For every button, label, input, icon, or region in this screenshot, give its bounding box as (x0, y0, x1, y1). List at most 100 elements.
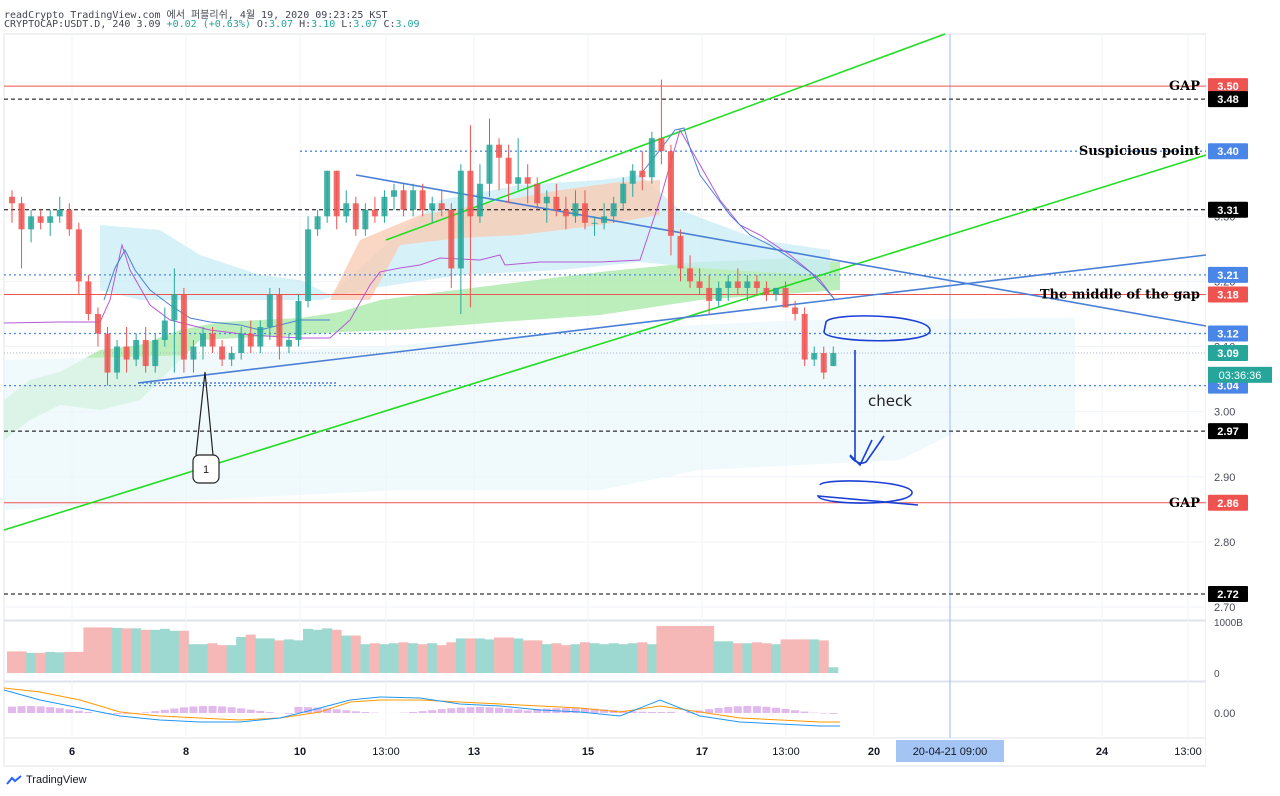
candle (706, 274, 713, 314)
oscillator-bar (55, 708, 64, 713)
candle-body (295, 300, 302, 341)
candle (763, 281, 770, 301)
candle-body (56, 209, 63, 217)
price-label-bg (1208, 585, 1248, 602)
tradingview-logo[interactable]: TradingView (6, 774, 87, 786)
volume-bar (92, 627, 103, 673)
candle (562, 196, 569, 230)
price-label-badge: 2.72 (1208, 585, 1248, 602)
volume-bar (245, 634, 256, 673)
candle (362, 203, 369, 236)
candle (782, 281, 789, 308)
oscillator-bar (791, 710, 800, 713)
candle (553, 183, 560, 217)
volume-bar (780, 639, 791, 673)
candle (123, 327, 130, 373)
volume-bar (121, 628, 132, 673)
oscillator-bar (208, 706, 217, 713)
volume-bar (732, 643, 743, 673)
candle-body (47, 216, 54, 223)
price-label-bg (1208, 201, 1248, 218)
candle-body (171, 294, 178, 321)
volume-bar (389, 643, 399, 673)
oscillator-bar (437, 709, 446, 713)
oscillator-bar (638, 711, 647, 713)
trendline-blue-lower (137, 254, 1207, 384)
candle-body (572, 203, 579, 217)
volume-bar (494, 637, 505, 673)
candle (410, 183, 417, 217)
volume-bar (255, 638, 266, 673)
volume-bar (503, 637, 514, 673)
candle-body (562, 209, 569, 217)
volume-bar (685, 625, 696, 673)
price-label-badge: 3.50 (1208, 78, 1248, 95)
oscillator-bar (504, 708, 513, 713)
candle (28, 209, 35, 243)
price-label-bg (1208, 345, 1248, 362)
volume-bar (427, 643, 438, 673)
down-arrow (849, 350, 873, 467)
volume-bar (551, 643, 562, 673)
candle-body (706, 287, 713, 301)
candle (773, 287, 779, 301)
oscillator-bar (523, 710, 532, 713)
marker-balloon (192, 454, 220, 484)
candle (305, 216, 312, 308)
candle (505, 144, 512, 204)
candle (391, 183, 397, 210)
price-label-text: 3.12 (1217, 329, 1238, 341)
candle (104, 327, 111, 386)
candle-body (266, 294, 273, 327)
volume-bar (790, 639, 801, 673)
volume-bar (809, 639, 820, 673)
candle-body (734, 281, 741, 288)
candle-body (152, 340, 159, 367)
candle-body (515, 177, 522, 184)
volume-bar (45, 651, 56, 673)
oscillator-bar (829, 713, 838, 714)
candle-body (715, 287, 722, 301)
oscillator-bar (218, 706, 227, 713)
volume-bar (35, 652, 46, 673)
candle (324, 170, 331, 223)
volume-bar (350, 635, 361, 673)
oscillator-bar (256, 710, 265, 713)
oscillator-bar (199, 706, 207, 713)
x-tick-label: 13:00 (372, 746, 400, 758)
candle (438, 190, 445, 217)
price-label-bg (1208, 325, 1248, 342)
candle-body (324, 170, 331, 217)
volume-bar (207, 643, 218, 673)
volume-axis-label: 1000B (1214, 618, 1243, 629)
volume-bar (665, 625, 676, 673)
candle-body (677, 235, 684, 269)
volume-axis-label: 0 (1214, 669, 1220, 680)
candle (820, 346, 827, 380)
oscillator-bar (74, 710, 83, 713)
candle-body (725, 281, 732, 288)
candle-body (18, 203, 25, 230)
candle (171, 268, 178, 373)
oscillator-bar (351, 711, 360, 713)
time-cursor-label: 20-04-21 09:00 (896, 740, 1004, 762)
tradingview-logo-icon (6, 775, 22, 785)
candle-body (524, 177, 531, 184)
candle-body (801, 313, 808, 360)
volume-bar (513, 638, 524, 673)
candle (648, 131, 655, 184)
countdown-badge: 03:36:36 (1208, 366, 1272, 383)
last-price: 3.09 (136, 19, 161, 30)
oscillator-bar (265, 712, 274, 713)
candle-body (467, 170, 474, 217)
oscillator-bar (84, 712, 93, 713)
candle (94, 307, 101, 347)
candle (667, 144, 674, 256)
oscillator-bar (714, 707, 723, 713)
volume-bar (446, 642, 457, 673)
volume-bar (83, 627, 94, 673)
candle-body (28, 216, 35, 230)
countdown-bg (1208, 366, 1272, 383)
cloud-green (4, 258, 840, 440)
